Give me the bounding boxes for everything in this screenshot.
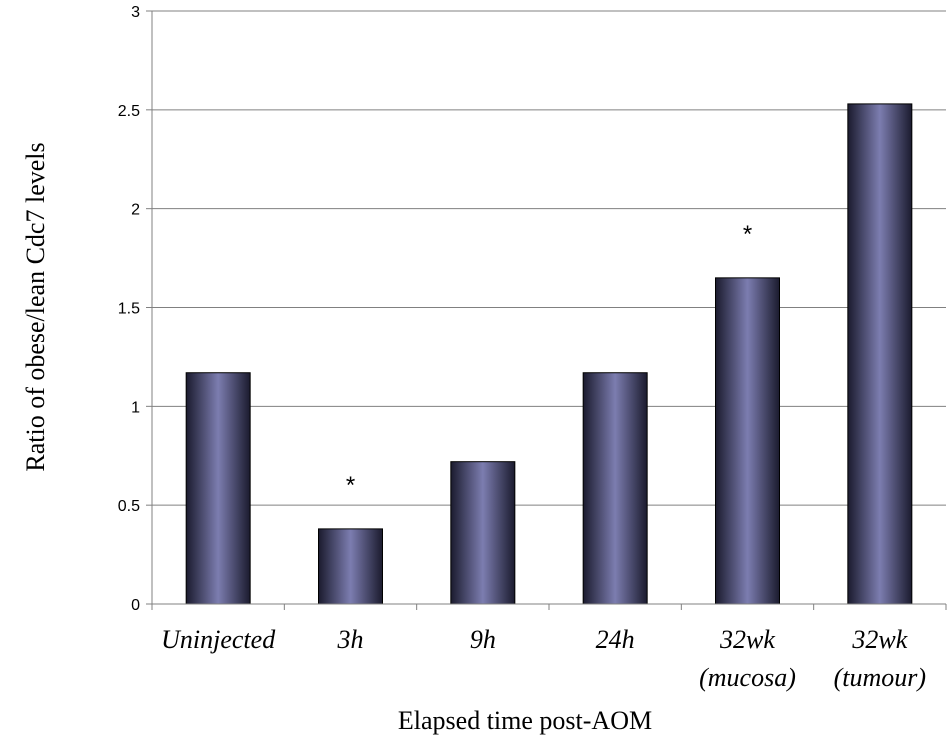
y-tick-label: 1.5 <box>118 301 140 318</box>
y-tick-label: 1 <box>131 399 140 416</box>
y-tick-label: 3 <box>131 4 140 21</box>
x-tick-label: (mucosa) <box>699 663 796 692</box>
gridlines <box>152 10 946 506</box>
x-axis-title: Elapsed time post-AOM <box>398 706 652 735</box>
x-tick-label: 9h <box>470 625 496 654</box>
x-tick-label: 3h <box>337 625 364 654</box>
y-tick-label: 2 <box>131 202 140 219</box>
significance-marker: * <box>743 221 752 248</box>
x-tick-label: 32wk <box>851 625 907 654</box>
y-tick-label: 2.5 <box>118 103 140 120</box>
axes <box>146 10 947 610</box>
bars <box>185 103 913 605</box>
x-tick-label: 32wk <box>719 625 775 654</box>
labels: 0 0.5 1 1.5 2 2.5 3 Uninjected 3h * 9h 24h 32wk (muco… <box>118 4 926 692</box>
y-axis-title: Ratio of obese/lean Cdc7 levels <box>21 142 50 471</box>
x-tick-label: (tumour) <box>834 663 926 692</box>
bar <box>582 372 648 605</box>
y-tick-label: 0 <box>131 597 140 614</box>
significance-marker: * <box>346 472 355 499</box>
bar <box>318 528 383 605</box>
bar <box>185 372 251 605</box>
y-tick-label: 0.5 <box>118 498 140 515</box>
bar <box>715 277 780 605</box>
bar <box>847 103 913 605</box>
x-tick-label: Uninjected <box>161 625 276 654</box>
x-tick-label: 24h <box>596 625 635 654</box>
bar <box>450 461 516 605</box>
